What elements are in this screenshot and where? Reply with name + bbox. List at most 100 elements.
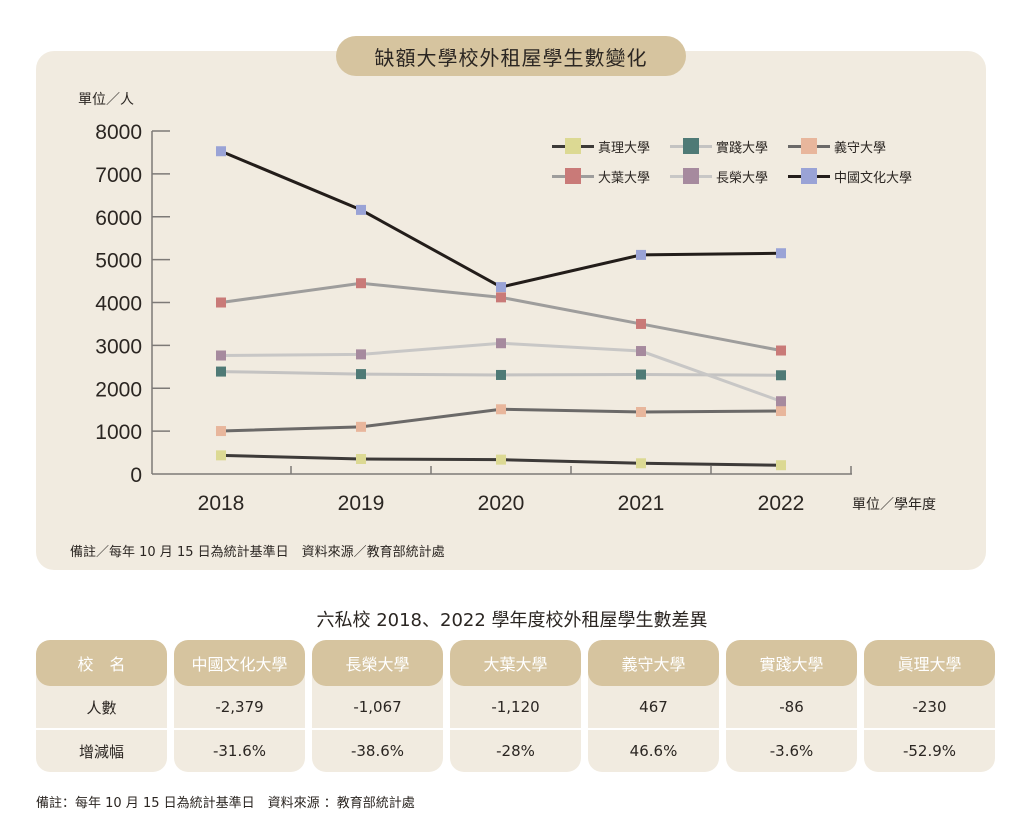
data-point [776, 460, 786, 471]
school-header: 長榮大學 [312, 640, 443, 686]
legend-symbol-icon [552, 167, 594, 185]
data-point [636, 318, 646, 329]
data-point [496, 404, 506, 415]
data-point [496, 454, 506, 465]
legend-symbol-icon [670, 137, 712, 155]
data-point [216, 426, 226, 437]
data-point [356, 453, 366, 464]
x-tick-label: 2019 [338, 492, 385, 515]
change-cell: -3.6% [726, 728, 857, 772]
data-point [636, 346, 646, 357]
legend-label: 大葉大學 [598, 170, 651, 186]
legend-symbol-icon [552, 137, 594, 155]
count-cell: 467 [639, 698, 668, 716]
y-tick-label: 8000 [95, 121, 142, 144]
change-cell: 46.6% [588, 728, 719, 772]
data-point [356, 278, 366, 289]
y-tick-label: 1000 [95, 421, 142, 444]
school-header: 大葉大學 [450, 640, 581, 686]
legend-item: 真理大學 [552, 136, 670, 156]
x-tick-label: 2018 [198, 492, 245, 515]
legend-label: 真理大學 [598, 140, 651, 156]
legend-item: 義守大學 [788, 136, 918, 156]
data-point [356, 204, 366, 215]
data-point [776, 370, 786, 381]
data-point [776, 406, 786, 417]
row-header-column: 校 名 人數 增減幅 [36, 640, 167, 772]
count-cell: -86 [779, 698, 804, 716]
data-point [496, 282, 506, 293]
count-cell: -2,379 [215, 698, 264, 716]
table-column: 長榮大學 -1,067 -38.6% [312, 640, 443, 772]
legend-item: 中國文化大學 [788, 166, 918, 186]
x-tick-label: 2021 [618, 492, 665, 515]
legend-item: 實踐大學 [670, 136, 788, 156]
comparison-table: 校 名 人數 增減幅 中國文化大學 -2,379 -31.6% 長榮大學 -1,067 -… [36, 640, 995, 772]
change-cell: -38.6% [312, 728, 443, 772]
data-point [776, 345, 786, 356]
table-column: 中國文化大學 -2,379 -31.6% [174, 640, 305, 772]
table-column: 大葉大學 -1,120 -28% [450, 640, 581, 772]
x-tick-label: 2022 [758, 492, 805, 515]
y-tick-label: 4000 [95, 293, 142, 316]
change-cell: -31.6% [174, 728, 305, 772]
y-tick-label: 6000 [95, 207, 142, 230]
school-header: 眞理大學 [864, 640, 995, 686]
change-cell: -52.9% [864, 728, 995, 772]
data-point [216, 146, 226, 157]
data-point [216, 350, 226, 361]
legend-label: 義守大學 [834, 140, 887, 156]
data-point [776, 396, 786, 407]
chart-panel [36, 51, 986, 570]
legend-item: 長榮大學 [670, 166, 788, 186]
data-point [216, 450, 226, 461]
chart-title: 缺額大學校外租屋學生數變化 [336, 36, 686, 76]
data-point [636, 458, 646, 469]
legend-label: 中國文化大學 [834, 170, 913, 186]
y-axis-unit-label: 單位／人 [78, 92, 134, 108]
data-point [356, 369, 366, 380]
legend-item: 大葉大學 [552, 166, 670, 186]
count-cell: -1,067 [353, 698, 402, 716]
y-tick-label: 5000 [95, 250, 142, 273]
y-tick-label: 2000 [95, 378, 142, 401]
x-axis-unit-label: 單位／學年度 [852, 497, 936, 513]
data-point [216, 366, 226, 377]
data-point [216, 297, 226, 308]
chart-note: 備註／每年 10 月 15 日為統計基準日 資料來源／教育部統計處 [70, 545, 445, 560]
data-point [636, 407, 646, 418]
legend-symbol-icon [788, 137, 830, 155]
chart-legend: 真理大學 實踐大學 義守大學大葉大學 長榮大學 中國文化大學 [552, 136, 918, 186]
school-header: 中國文化大學 [174, 640, 305, 686]
x-tick-label: 2020 [478, 492, 525, 515]
legend-label: 長榮大學 [716, 170, 769, 186]
data-point [636, 369, 646, 380]
count-cell: -1,120 [491, 698, 540, 716]
school-header: 義守大學 [588, 640, 719, 686]
table-title: 六私校 2018、2022 學年度校外租屋學生數差異 [316, 610, 708, 631]
data-point [496, 369, 506, 380]
legend-label: 實踐大學 [716, 140, 769, 156]
data-point [356, 349, 366, 360]
data-point [496, 292, 506, 303]
change-cell: -28% [450, 728, 581, 772]
count-cell: -230 [912, 698, 947, 716]
row-label-change: 增減幅 [36, 728, 167, 772]
table-column: 眞理大學 -230 -52.9% [864, 640, 995, 772]
data-point [496, 338, 506, 349]
legend-symbol-icon [788, 167, 830, 185]
row-label-count: 人數 [86, 698, 117, 717]
y-tick-label: 7000 [95, 164, 142, 187]
footer-note: 備註：每年 10 月 15 日為統計基準日 資料來源 ：教育部統計處 [36, 796, 415, 811]
table-column: 實踐大學 -86 -3.6% [726, 640, 857, 772]
header-cell: 校 名 [36, 640, 167, 686]
data-point [776, 248, 786, 259]
table-column: 義守大學 467 46.6% [588, 640, 719, 772]
legend-symbol-icon [670, 167, 712, 185]
y-tick-label: 0 [130, 464, 142, 487]
y-tick-label: 3000 [95, 335, 142, 358]
school-header: 實踐大學 [726, 640, 857, 686]
data-point [636, 249, 646, 260]
data-point [356, 421, 366, 432]
